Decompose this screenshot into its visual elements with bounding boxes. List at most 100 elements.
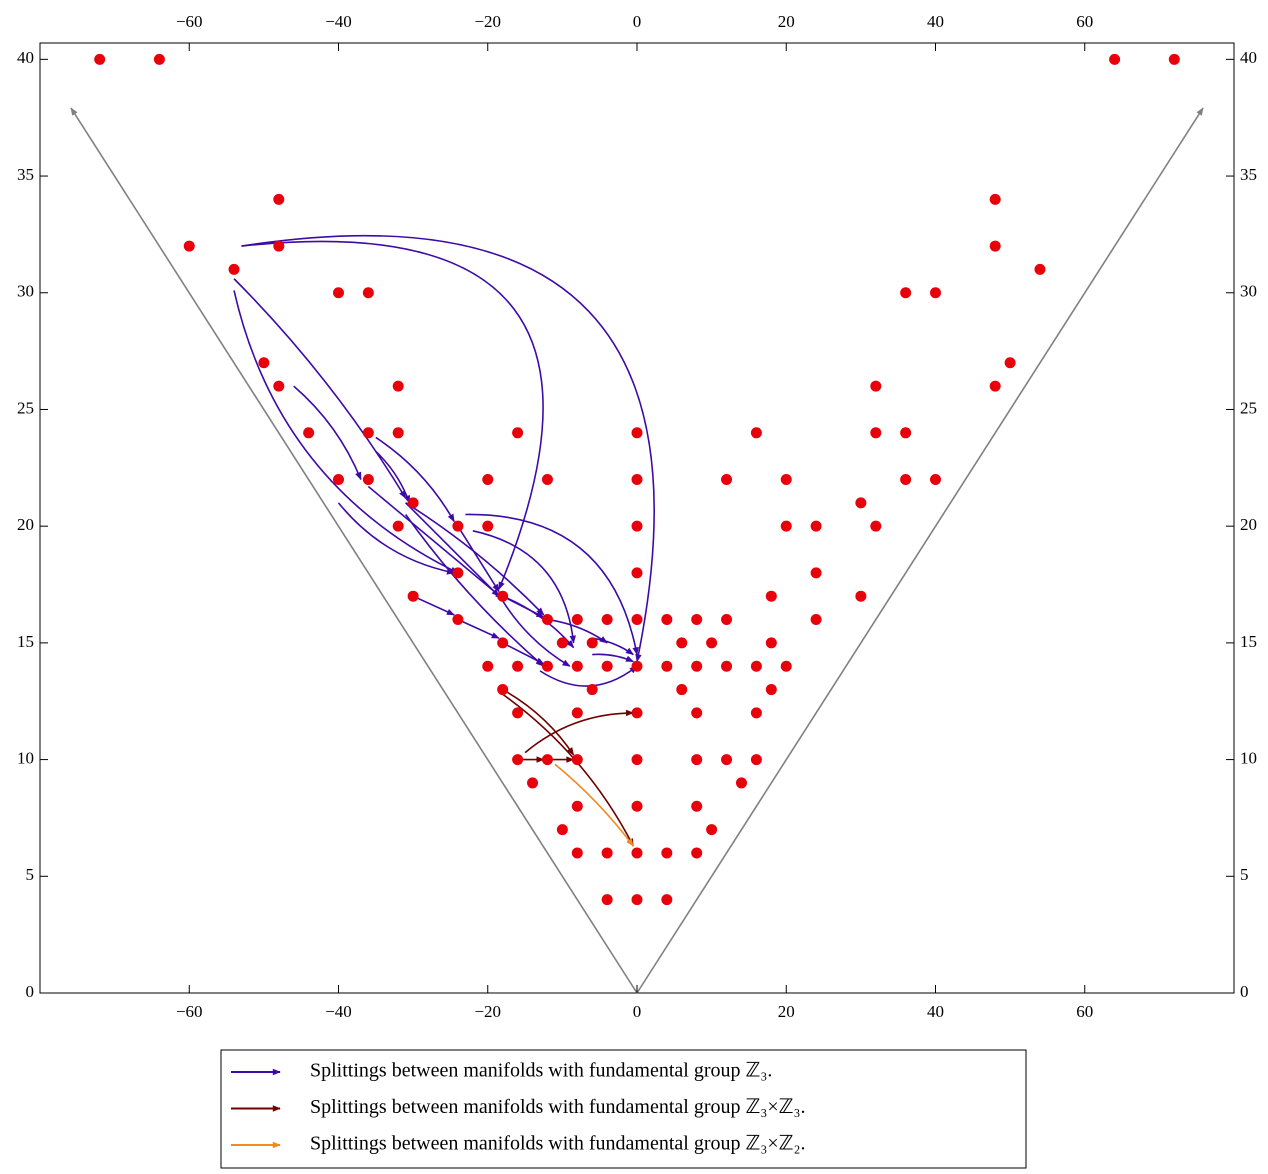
data-point [512,427,524,439]
data-point [870,427,882,439]
data-point [810,614,822,626]
y-tick-label: 35 [17,165,34,184]
data-point [571,614,583,626]
data-point [870,520,882,532]
x-tick-label-top: −60 [176,12,203,31]
data-point [333,473,344,485]
data-point [631,894,643,906]
data-point [691,614,703,626]
data-point [765,637,777,649]
data-point [855,590,867,602]
data-point [482,660,494,672]
y-tick-label-right: 35 [1240,165,1257,184]
x-tick-label: 40 [927,1002,944,1021]
splitting-arrow [375,436,455,523]
x-tick-label: 20 [778,1002,795,1021]
data-point [362,473,374,485]
data-point [631,614,643,626]
data-point [512,707,524,719]
data-point [571,707,583,719]
data-point [810,567,822,579]
data-point [661,614,673,626]
data-point [900,427,912,439]
splitting-arrow [524,709,635,754]
data-point [676,637,688,649]
data-point [228,263,240,275]
data-point [601,847,613,859]
data-point [482,520,494,532]
data-point [900,287,912,299]
data-point [631,473,643,485]
data-point [541,473,553,485]
splitting-arrow [554,763,634,847]
data-point [691,847,703,859]
y-tick-label: 10 [17,748,34,767]
splitting-arrow [405,514,545,667]
data-point [1168,53,1180,65]
splitting-arrow [405,502,545,616]
y-tick-label: 5 [26,865,35,884]
legend-label: Splittings between manifolds with fundam… [310,1060,772,1082]
data-point [750,660,762,672]
data-point [571,754,583,766]
x-tick-label-top: 40 [927,12,944,31]
data-point [676,684,688,696]
data-point [691,754,703,766]
data-point [273,193,285,205]
data-point [586,637,598,649]
data-point [571,800,583,812]
data-point [392,380,404,392]
y-tick-label-right: 40 [1240,48,1257,67]
data-point [541,754,553,766]
data-point [691,800,703,812]
data-point [571,847,583,859]
data-point [721,754,733,766]
data-point [780,660,792,672]
data-point [631,427,643,439]
cone-edge [70,107,638,994]
splitting-arrow [293,385,362,481]
data-point [512,660,524,672]
data-point [661,660,673,672]
legend-box [220,1049,1027,1169]
y-tick-label: 0 [26,982,35,1001]
data-point [1004,357,1016,369]
splitting-arrow [233,290,459,574]
data-point [601,614,613,626]
data-point [631,660,643,672]
splitting-arrow [241,234,655,663]
splitting-arrow [367,485,504,600]
y-tick-label-right: 10 [1240,748,1257,767]
data-point [452,567,464,579]
splitting-arrow [457,525,500,593]
data-point [631,800,643,812]
data-point [94,53,106,65]
data-point [989,380,1001,392]
data-point [497,637,509,649]
data-point [392,427,404,439]
data-point [930,473,941,485]
data-point [601,660,613,672]
x-tick-label-top: 60 [1076,12,1093,31]
x-tick-label-top: −40 [325,12,352,31]
splitting-arrow [502,688,575,756]
y-tick-label: 25 [17,398,34,417]
data-point [497,590,509,602]
data-point [452,520,464,532]
data-point [706,824,718,836]
splitting-arrow [502,642,545,665]
splitting-arrow [457,618,500,639]
splitting-arrow [465,513,639,656]
y-tick-label-right: 0 [1240,982,1249,1001]
data-point [273,380,285,392]
data-point [586,684,598,696]
data-point [765,590,777,602]
x-tick-label-top: 20 [778,12,795,31]
data-point [930,287,941,299]
splitting-arrow [501,600,571,667]
x-tick-label: 0 [633,1002,642,1021]
data-point [735,777,747,789]
data-point [780,520,792,532]
data-point [855,497,867,509]
